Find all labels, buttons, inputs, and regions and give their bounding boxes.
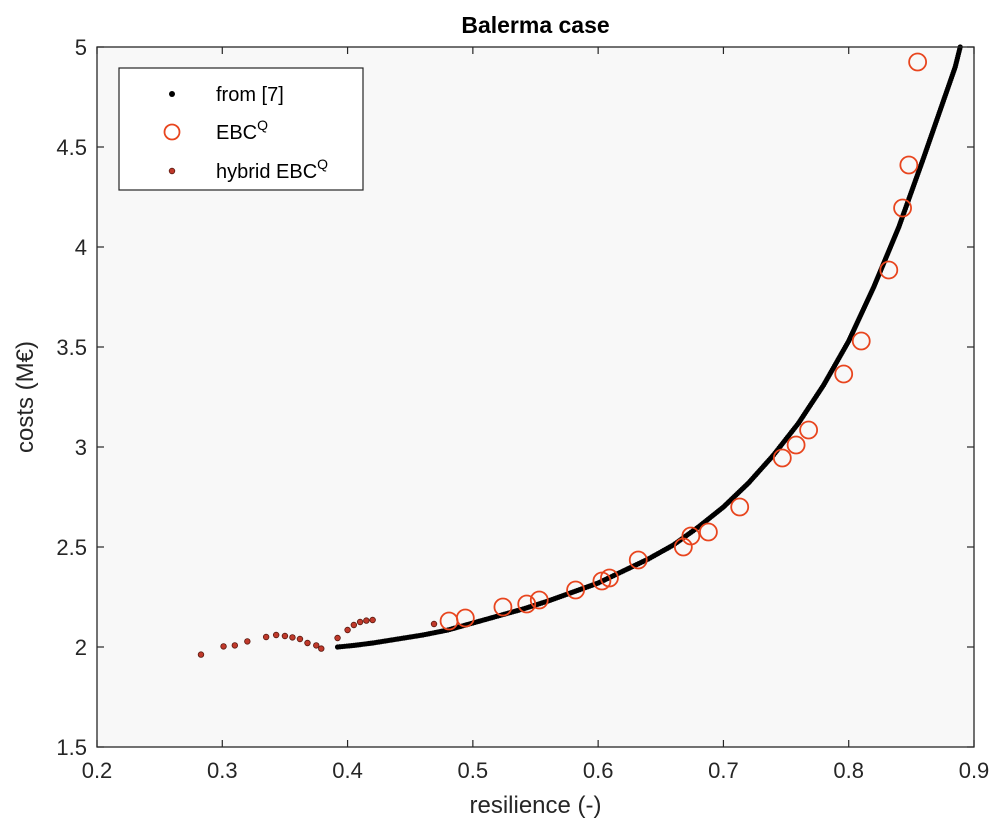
hybrid-ebcq-point [350,621,358,629]
ebcq-point [566,580,585,600]
legend-marker-ebcq [163,123,181,141]
ebcq-point [879,260,899,280]
hybrid-ebcq-point [363,617,370,624]
legend: from [7] EBCQ hybrid EBCQ [118,67,364,191]
chart-title: Balerma case [461,12,609,38]
x-tick-label: 0.5 [458,758,489,783]
hybrid-ebcq-point [296,635,304,643]
series-ebcq [439,52,928,631]
y-tick-label: 2.5 [56,535,87,560]
legend-label-hybrid: hybrid EBCQ [216,156,328,183]
ebcq-point [600,568,619,588]
ebcq-point [772,448,792,468]
ebcq-point [893,198,912,218]
ebcq-point [899,155,919,175]
ebcq-point [493,597,513,617]
ebcq-point [908,52,928,72]
series-hybrid-ebcq [197,616,438,658]
axis-ticks: 0.2 0.3 0.4 0.5 0.6 0.7 0.8 0.9 1.5 2 2.5 3 3.5 4 4.5 5 [56,35,989,783]
ebcq-point [834,364,854,384]
hybrid-ebcq-point [231,642,239,649]
ebcq-point [730,497,750,517]
x-tick-label: 0.3 [207,758,238,783]
ebcq-point [628,550,648,570]
legend-label-ebcq: EBCQ [216,117,268,144]
y-tick-label: 3.5 [56,335,87,360]
ebcq-point [799,420,819,440]
y-tick-label: 3 [75,435,87,460]
legend-box [118,67,364,191]
x-tick-label: 0.6 [583,758,614,783]
ebcq-point [786,435,806,455]
ebcq-point [517,594,537,614]
hybrid-ebcq-point [289,634,296,641]
ebcq-point [681,526,701,546]
hybrid-ebcq-point [334,634,341,642]
y-tick-label: 1.5 [56,735,87,760]
ebcq-point [455,608,475,628]
series-from7 [334,44,963,650]
hybrid-ebcq-point [313,642,320,649]
hybrid-ebcq-point [272,631,280,639]
ebcq-point [698,522,718,542]
x-tick-label: 0.2 [82,758,113,783]
hybrid-ebcq-point [344,626,351,634]
hybrid-ebcq-point [220,643,227,650]
x-axis-label: resilience (-) [469,792,601,819]
plot-frame [96,46,975,748]
y-tick-label: 4 [75,235,87,260]
ebcq-point [851,331,871,351]
x-tick-label: 0.7 [708,758,739,783]
hybrid-ebcq-point [318,645,325,652]
legend-marker-hybrid [168,167,176,175]
legend-marker-from7 [169,91,175,97]
hybrid-ebcq-point [281,632,289,640]
y-tick-label: 5 [75,35,87,60]
hybrid-ebcq-point [262,633,270,641]
x-tick-label: 0.4 [332,758,363,783]
hybrid-ebcq-point [197,651,205,658]
hybrid-ebcq-point [369,616,376,624]
hybrid-ebcq-point [244,638,251,645]
ebcq-point [529,590,549,610]
y-tick-label: 2 [75,635,87,660]
y-tick-label: 4.5 [56,135,87,160]
series-layer [197,44,963,658]
hybrid-ebcq-point [304,639,311,647]
y-axis-label: costs (M€) [12,341,39,453]
x-tick-label: 0.8 [833,758,864,783]
x-tick-label: 0.9 [959,758,990,783]
legend-label-from7: from [7] [216,84,284,106]
hybrid-ebcq-point [430,620,438,628]
hybrid-ebcq-point [356,618,364,626]
